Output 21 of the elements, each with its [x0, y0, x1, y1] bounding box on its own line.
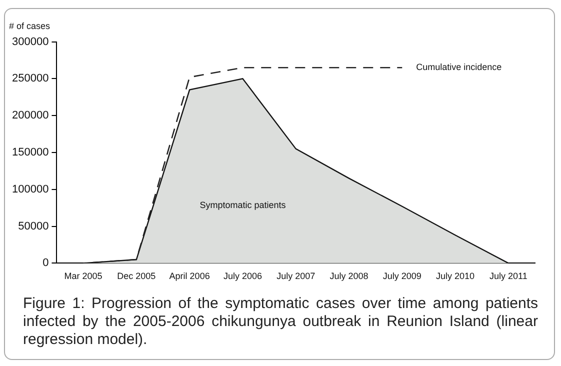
series-label: Cumulative incidence — [416, 62, 502, 72]
y-tick-label: 250000 — [12, 72, 49, 85]
series-label: Symptomatic patients — [200, 200, 286, 210]
x-tick-label: July 2006 — [223, 271, 262, 282]
y-tick-label: 300000 — [12, 36, 49, 48]
caption: Figure 1: Progression of the symptomatic cases over time among patients infected by the 2005-2006 chikungunya outbreak in Reunion Island (linear regression model). — [23, 295, 538, 349]
y-axis-title: # of cases — [9, 20, 51, 31]
x-tick-label: Dec 2005 — [117, 271, 156, 282]
y-tick-label: 50000 — [18, 220, 49, 232]
x-tick-label: July 2008 — [330, 271, 368, 282]
x-tick-label: April 2006 — [169, 271, 210, 282]
x-tick-label: Mar 2005 — [64, 271, 102, 282]
line-series — [82, 66, 403, 264]
y-tick-label: 150000 — [12, 146, 49, 159]
x-tick-label: July 2009 — [382, 271, 422, 282]
y-tick-label: 200000 — [12, 110, 49, 122]
y-tick-label: 100000 — [12, 183, 49, 196]
x-tick-label: July 2007 — [276, 271, 316, 282]
x-tick-label: July 2011 — [490, 271, 528, 282]
y-tick-label: 0 — [42, 257, 49, 270]
x-tick-label: July 2010 — [436, 271, 475, 282]
